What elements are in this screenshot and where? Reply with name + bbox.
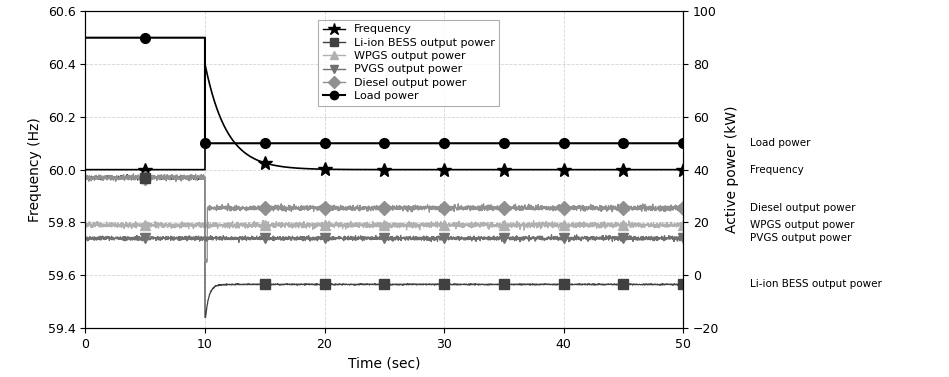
Text: PVGS output power: PVGS output power bbox=[750, 233, 851, 243]
X-axis label: Time (sec): Time (sec) bbox=[348, 356, 420, 370]
Legend: Frequency, Li-ion BESS output power, WPGS output power, PVGS output power, Diese: Frequency, Li-ion BESS output power, WPG… bbox=[318, 20, 499, 106]
Text: Load power: Load power bbox=[750, 138, 810, 148]
Text: WPGS output power: WPGS output power bbox=[750, 220, 854, 230]
Y-axis label: Frequency (Hz): Frequency (Hz) bbox=[28, 117, 43, 222]
Text: Frequency: Frequency bbox=[750, 165, 804, 175]
Text: Diesel output power: Diesel output power bbox=[750, 203, 855, 213]
Y-axis label: Active power (kW): Active power (kW) bbox=[725, 106, 739, 233]
Text: Li-ion BESS output power: Li-ion BESS output power bbox=[750, 279, 882, 290]
